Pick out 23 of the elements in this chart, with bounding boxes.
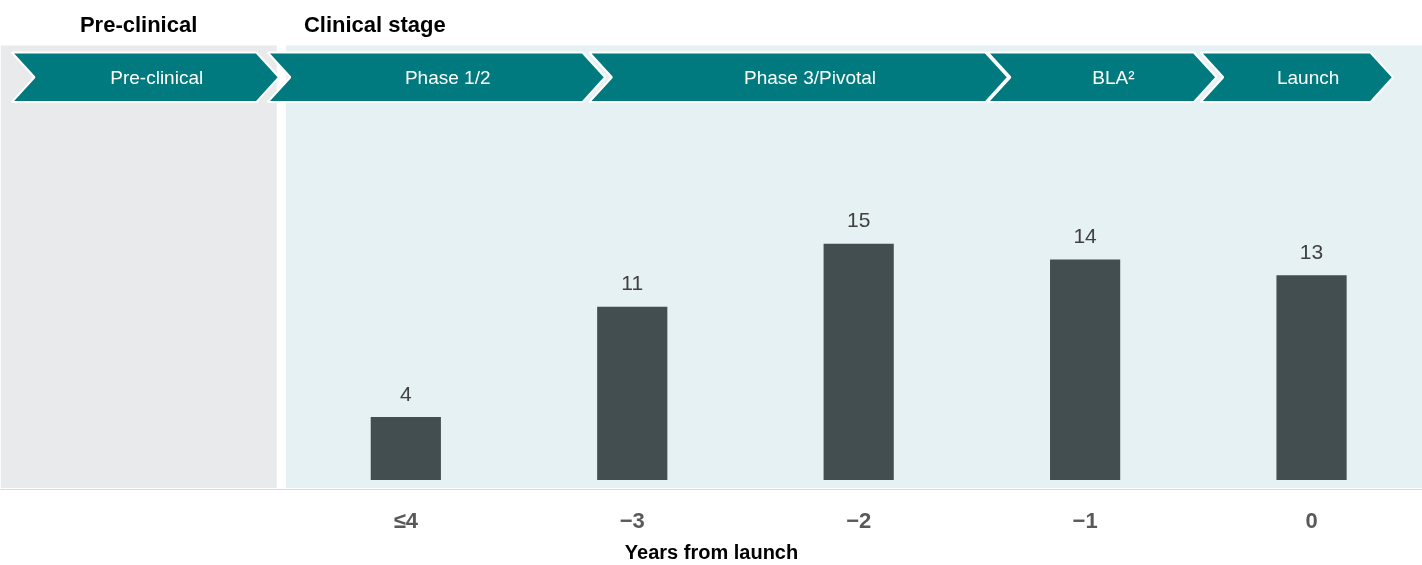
text: Phase 3/Pivotal <box>743 66 877 88</box>
data-label: 11 <box>621 271 644 295</box>
text: Phase 1/2 <box>404 66 491 88</box>
x-tick-label: −1 <box>1072 507 1098 533</box>
text: Pre-clinical <box>110 66 204 88</box>
bar <box>597 306 668 481</box>
text: BLA² <box>1092 66 1135 88</box>
text: Launch <box>1276 66 1340 88</box>
x-axis-title: Years from launch <box>624 540 799 563</box>
band-label: Pre-clinical <box>79 11 198 37</box>
x-tick-label: 0 <box>1305 507 1318 533</box>
x-tick-label: −3 <box>619 507 645 533</box>
bar <box>823 243 894 481</box>
bar <box>370 417 441 481</box>
data-label: 13 <box>1299 239 1324 263</box>
x-tick-label: ≤4 <box>393 507 419 533</box>
data-label: 15 <box>847 208 871 232</box>
bar <box>1050 259 1121 481</box>
data-label: 4 <box>399 381 412 405</box>
bar <box>1276 275 1347 481</box>
x-tick-label: −2 <box>846 507 872 533</box>
band-label: Clinical stage <box>303 11 446 37</box>
data-label: 14 <box>1073 224 1098 248</box>
